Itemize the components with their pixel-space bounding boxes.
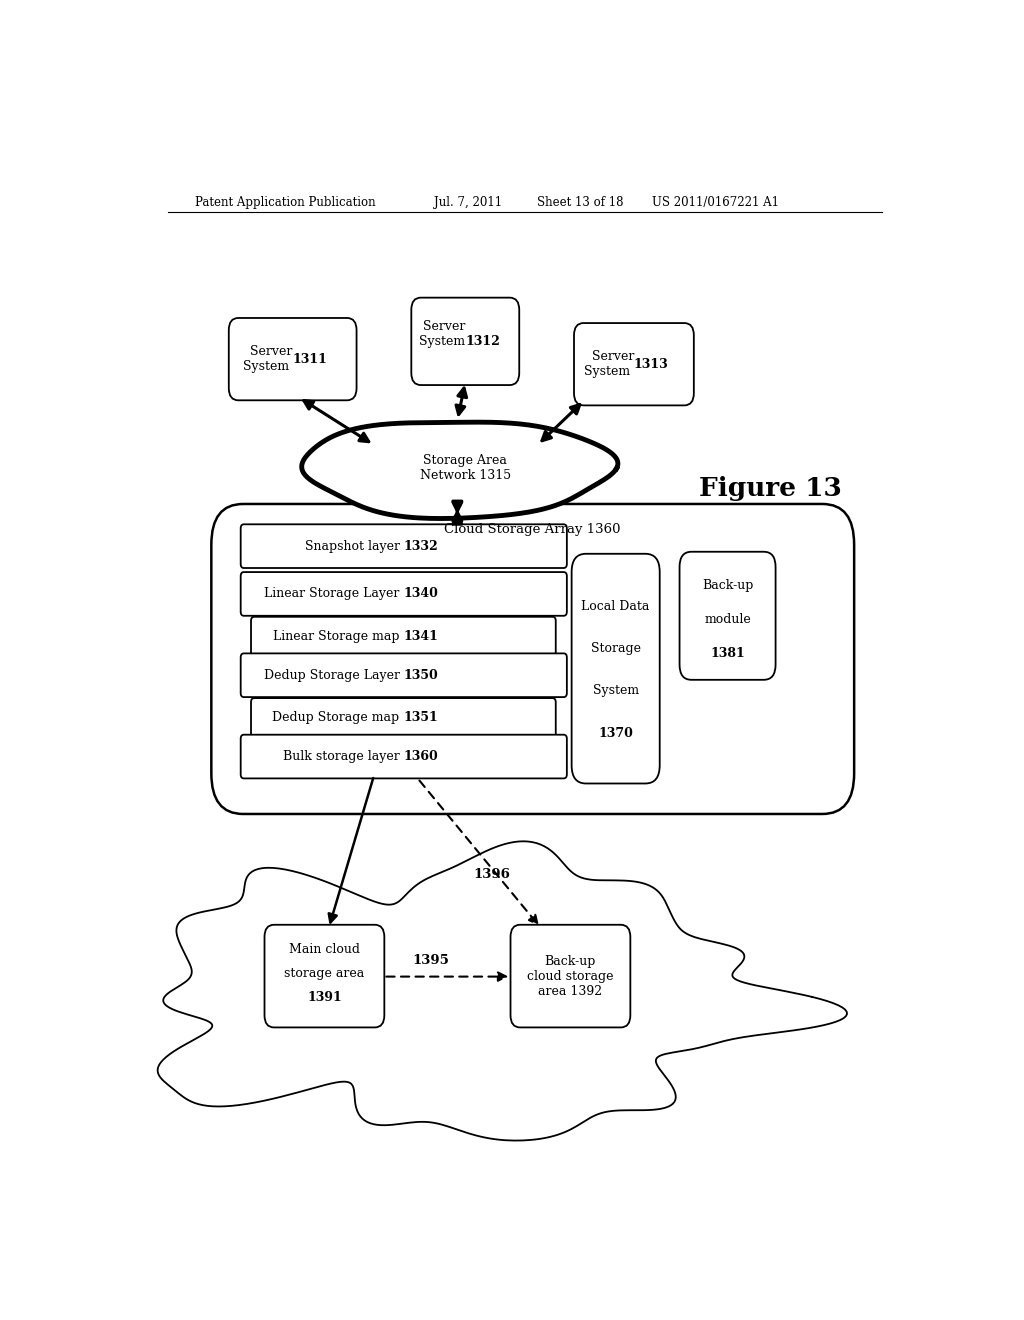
FancyArrowPatch shape [329, 777, 373, 923]
FancyArrowPatch shape [542, 405, 580, 441]
FancyArrowPatch shape [386, 973, 506, 981]
Text: Patent Application Publication: Patent Application Publication [196, 195, 376, 209]
Text: 1312: 1312 [465, 335, 500, 348]
Text: 1395: 1395 [413, 954, 450, 968]
Polygon shape [158, 841, 847, 1140]
FancyBboxPatch shape [511, 925, 631, 1027]
Text: 1332: 1332 [403, 540, 438, 553]
Text: Local Data: Local Data [582, 599, 650, 612]
Text: Jul. 7, 2011: Jul. 7, 2011 [433, 195, 502, 209]
FancyBboxPatch shape [680, 552, 775, 680]
Text: 1351: 1351 [403, 711, 438, 725]
Text: 1360: 1360 [403, 750, 438, 763]
Polygon shape [302, 422, 617, 519]
Text: 1313: 1313 [634, 358, 669, 371]
Text: storage area: storage area [285, 966, 365, 979]
FancyBboxPatch shape [251, 616, 556, 656]
Text: Back-up
cloud storage
area 1392: Back-up cloud storage area 1392 [527, 954, 613, 998]
Text: Back-up: Back-up [701, 578, 754, 591]
Text: Server
System: Server System [419, 319, 465, 363]
FancyBboxPatch shape [228, 318, 356, 400]
Text: 1341: 1341 [403, 630, 438, 643]
FancyArrowPatch shape [420, 780, 538, 924]
Text: Server
System: Server System [243, 345, 293, 374]
Text: Dedup Storage map: Dedup Storage map [272, 711, 403, 725]
FancyArrowPatch shape [304, 400, 369, 442]
Text: Sheet 13 of 18: Sheet 13 of 18 [537, 195, 624, 209]
Text: Bulk storage layer: Bulk storage layer [283, 750, 403, 763]
Text: Storage: Storage [591, 642, 641, 655]
Text: 1370: 1370 [598, 727, 633, 741]
Text: Main cloud: Main cloud [289, 942, 359, 956]
Text: Figure 13: Figure 13 [699, 477, 843, 502]
FancyBboxPatch shape [241, 524, 567, 568]
Text: 1311: 1311 [293, 352, 328, 366]
FancyBboxPatch shape [574, 323, 694, 405]
Text: module: module [705, 612, 751, 626]
Text: 1381: 1381 [711, 647, 744, 660]
Text: Dedup Storage Layer: Dedup Storage Layer [264, 669, 403, 681]
Text: US 2011/0167221 A1: US 2011/0167221 A1 [652, 195, 779, 209]
FancyArrowPatch shape [456, 388, 467, 414]
FancyBboxPatch shape [241, 653, 567, 697]
Text: 1396: 1396 [473, 869, 510, 882]
Text: Storage Area
Network 1315: Storage Area Network 1315 [420, 454, 511, 482]
FancyBboxPatch shape [251, 698, 556, 738]
Text: Linear Storage map: Linear Storage map [272, 630, 403, 643]
FancyBboxPatch shape [571, 554, 659, 784]
Text: Cloud Storage Array 1360: Cloud Storage Array 1360 [444, 523, 621, 536]
FancyArrowPatch shape [453, 502, 462, 524]
Text: 1350: 1350 [403, 669, 438, 681]
Text: 1340: 1340 [403, 587, 438, 601]
FancyArrowPatch shape [453, 502, 462, 521]
FancyBboxPatch shape [211, 504, 854, 814]
Text: Snapshot layer: Snapshot layer [305, 540, 403, 553]
Text: 1391: 1391 [307, 991, 342, 1003]
Text: System: System [593, 685, 639, 697]
FancyBboxPatch shape [264, 925, 384, 1027]
FancyBboxPatch shape [412, 297, 519, 385]
Text: Server
System: Server System [584, 350, 634, 379]
FancyBboxPatch shape [241, 735, 567, 779]
FancyBboxPatch shape [241, 572, 567, 615]
Text: Linear Storage Layer: Linear Storage Layer [264, 587, 403, 601]
